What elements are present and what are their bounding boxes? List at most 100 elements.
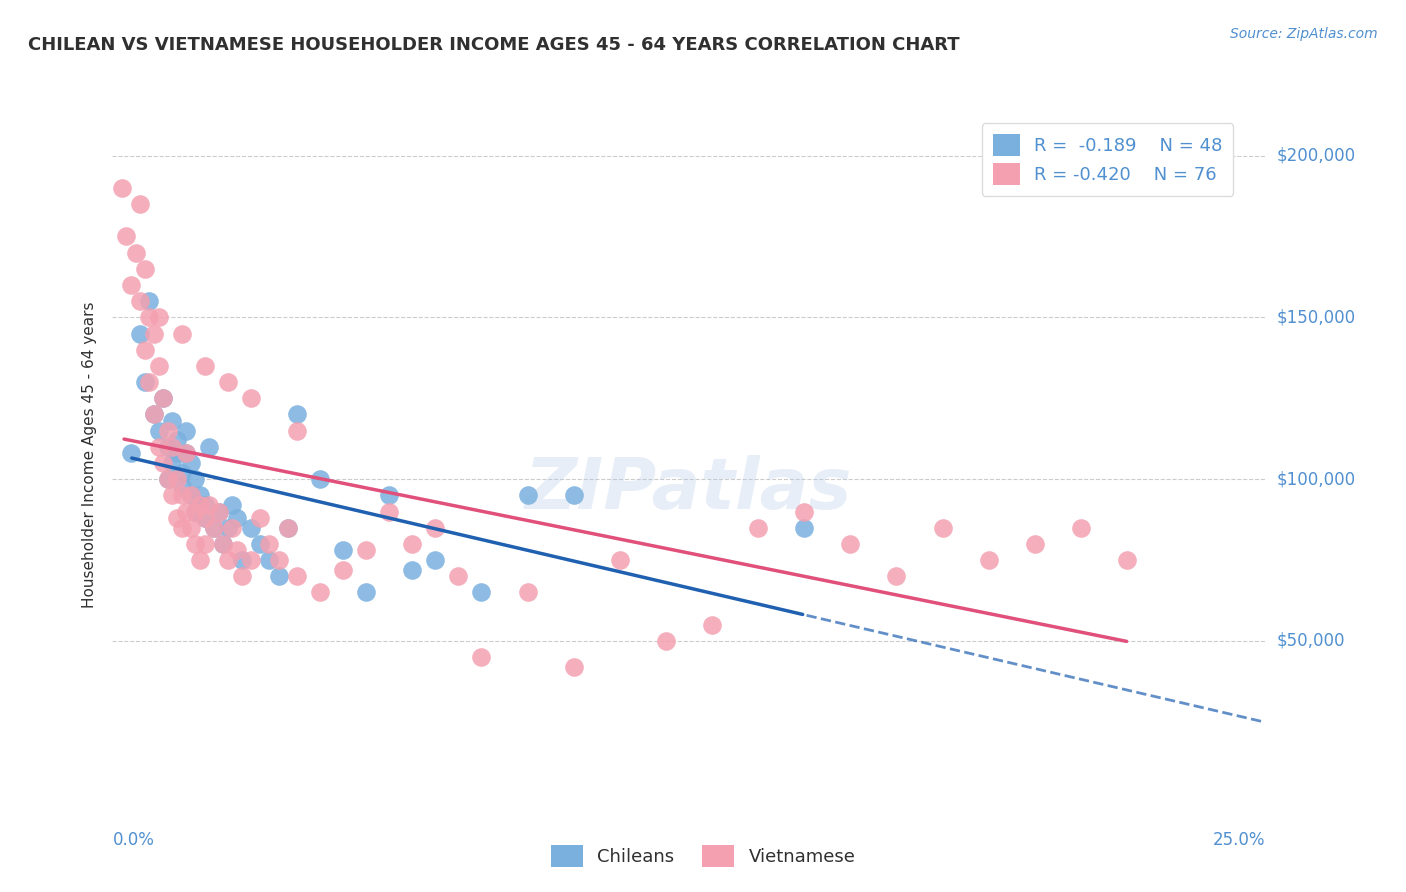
Point bbox=[152, 456, 174, 470]
Point bbox=[129, 326, 152, 341]
Point bbox=[202, 521, 225, 535]
Point bbox=[839, 537, 862, 551]
Point bbox=[207, 504, 229, 518]
Point bbox=[170, 488, 193, 502]
Point bbox=[239, 521, 262, 535]
Point bbox=[166, 511, 188, 525]
Point bbox=[332, 543, 354, 558]
Point bbox=[931, 521, 953, 535]
Point bbox=[470, 585, 492, 599]
Point bbox=[470, 650, 492, 665]
Point bbox=[115, 229, 138, 244]
Point bbox=[148, 310, 170, 325]
Point bbox=[231, 569, 253, 583]
Point bbox=[170, 521, 193, 535]
Point bbox=[166, 434, 188, 448]
Point bbox=[221, 498, 243, 512]
Point bbox=[747, 521, 769, 535]
Point bbox=[188, 488, 211, 502]
Point bbox=[174, 504, 197, 518]
Point bbox=[285, 569, 308, 583]
Legend: R =  -0.189    N = 48, R = -0.420    N = 76: R = -0.189 N = 48, R = -0.420 N = 76 bbox=[981, 123, 1233, 196]
Point bbox=[212, 537, 235, 551]
Point bbox=[188, 498, 211, 512]
Point bbox=[148, 424, 170, 438]
Point bbox=[249, 511, 271, 525]
Point bbox=[700, 617, 723, 632]
Point bbox=[401, 537, 423, 551]
Point bbox=[184, 472, 207, 486]
Point bbox=[134, 375, 156, 389]
Text: 25.0%: 25.0% bbox=[1213, 830, 1265, 848]
Point bbox=[184, 504, 207, 518]
Point bbox=[156, 440, 179, 454]
Point bbox=[217, 553, 239, 567]
Point bbox=[309, 585, 332, 599]
Point bbox=[212, 537, 235, 551]
Point bbox=[188, 553, 211, 567]
Point bbox=[170, 326, 193, 341]
Point bbox=[148, 359, 170, 373]
Point bbox=[120, 278, 142, 293]
Point bbox=[332, 563, 354, 577]
Point bbox=[143, 408, 166, 422]
Text: Source: ZipAtlas.com: Source: ZipAtlas.com bbox=[1230, 27, 1378, 41]
Point bbox=[609, 553, 631, 567]
Point bbox=[562, 660, 585, 674]
Point bbox=[129, 197, 152, 211]
Point bbox=[143, 326, 166, 341]
Point bbox=[111, 181, 134, 195]
Text: $200,000: $200,000 bbox=[1277, 146, 1355, 165]
Point bbox=[138, 375, 160, 389]
Point bbox=[354, 543, 377, 558]
Point bbox=[655, 634, 678, 648]
Point bbox=[226, 511, 249, 525]
Point bbox=[217, 521, 239, 535]
Point bbox=[249, 537, 271, 551]
Point bbox=[152, 392, 174, 406]
Point bbox=[180, 488, 202, 502]
Point bbox=[202, 521, 225, 535]
Point bbox=[134, 261, 156, 276]
Point bbox=[562, 488, 585, 502]
Point bbox=[267, 569, 290, 583]
Point bbox=[516, 488, 538, 502]
Y-axis label: Householder Income Ages 45 - 64 years: Householder Income Ages 45 - 64 years bbox=[82, 301, 97, 608]
Point bbox=[425, 521, 447, 535]
Point bbox=[378, 488, 401, 502]
Point bbox=[378, 504, 401, 518]
Text: CHILEAN VS VIETNAMESE HOUSEHOLDER INCOME AGES 45 - 64 YEARS CORRELATION CHART: CHILEAN VS VIETNAMESE HOUSEHOLDER INCOME… bbox=[28, 36, 960, 54]
Point bbox=[977, 553, 1000, 567]
Point bbox=[162, 488, 184, 502]
Point bbox=[180, 488, 202, 502]
Point bbox=[354, 585, 377, 599]
Point bbox=[309, 472, 332, 486]
Point bbox=[277, 521, 299, 535]
Point bbox=[1070, 521, 1092, 535]
Legend: Chileans, Vietnamese: Chileans, Vietnamese bbox=[543, 838, 863, 874]
Point bbox=[180, 521, 202, 535]
Point bbox=[425, 553, 447, 567]
Point bbox=[886, 569, 908, 583]
Point bbox=[793, 521, 815, 535]
Point bbox=[152, 392, 174, 406]
Point bbox=[129, 294, 152, 309]
Point bbox=[447, 569, 470, 583]
Point bbox=[401, 563, 423, 577]
Point bbox=[221, 521, 243, 535]
Point bbox=[793, 504, 815, 518]
Point bbox=[231, 553, 253, 567]
Point bbox=[1116, 553, 1139, 567]
Point bbox=[198, 498, 221, 512]
Text: $50,000: $50,000 bbox=[1277, 632, 1346, 650]
Point bbox=[285, 408, 308, 422]
Point bbox=[174, 424, 197, 438]
Point bbox=[267, 553, 290, 567]
Point bbox=[162, 440, 184, 454]
Point bbox=[138, 294, 160, 309]
Text: $150,000: $150,000 bbox=[1277, 309, 1355, 326]
Point bbox=[124, 245, 146, 260]
Text: ZIPatlas: ZIPatlas bbox=[526, 455, 852, 524]
Point bbox=[198, 440, 221, 454]
Point bbox=[174, 446, 197, 460]
